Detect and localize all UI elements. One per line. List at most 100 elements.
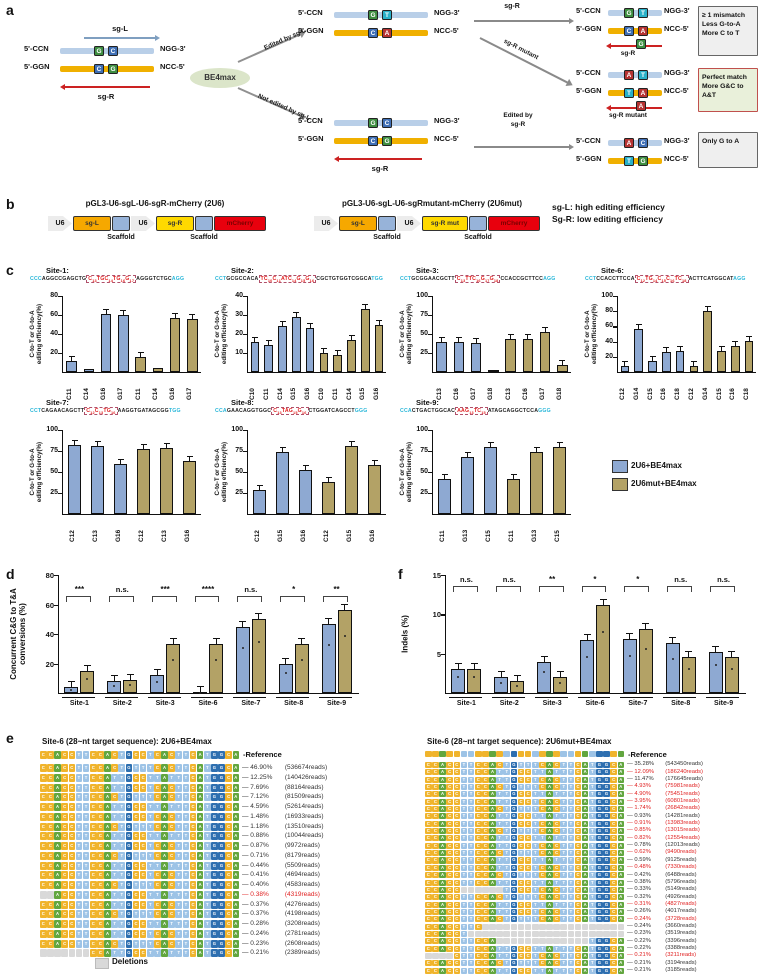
grid-cell: [588, 930, 596, 938]
grid-cell: T: [560, 960, 568, 967]
grid-cell: T: [560, 820, 568, 827]
grid-cell: C: [453, 901, 461, 908]
y-tick-label: 40: [235, 292, 243, 299]
grid-cell: T: [560, 769, 568, 776]
grid-cell: T: [503, 901, 511, 908]
grid-cell: A: [546, 857, 553, 864]
grid-cell: A: [104, 822, 111, 831]
grid-cell: A: [196, 929, 204, 938]
grid-cell: C: [482, 835, 489, 842]
grid-cell: T: [146, 751, 154, 759]
grid-cell: A: [489, 842, 496, 849]
grid-cell: T: [175, 900, 183, 909]
grid-cell: T: [460, 813, 468, 820]
grid-cell: A: [546, 761, 553, 768]
error-bar: [129, 673, 131, 680]
y-tick-mark: [613, 356, 617, 358]
y-tick-mark: [428, 296, 432, 298]
grid-cell: C: [425, 886, 432, 893]
grid-cell: T: [460, 783, 468, 791]
grid-cell: T: [203, 910, 211, 919]
x-category-line: [233, 697, 267, 698]
target-sequence: CCTCAGAACAGCTT C12C13TG16 AAGGTGATAGCGGTGG: [30, 407, 181, 415]
error-bar-cap: [362, 304, 369, 306]
grid-cell: C: [553, 806, 560, 813]
allele-row-stats: — 1.18% (13510reads): [242, 823, 324, 830]
grid-cell: G: [596, 872, 603, 879]
x-category-label: Site-6: [198, 700, 218, 707]
grid-cell: [496, 886, 503, 893]
grid-cell: C: [446, 813, 453, 820]
grid-cell: T: [467, 879, 475, 886]
grid-cell: C: [225, 861, 232, 870]
grid-cell: [75, 949, 83, 958]
grid-cell: A: [439, 813, 446, 820]
grid-cell: C: [432, 791, 439, 798]
grid-cell: C: [225, 764, 232, 773]
grid-cell: T: [539, 967, 546, 974]
grid-cell: A: [161, 822, 168, 831]
grid-cell: C: [524, 886, 532, 893]
grid-cell: G: [603, 945, 610, 952]
grid-cell: A: [196, 773, 204, 782]
grid-cell: C: [432, 864, 439, 871]
grid-cell: C: [132, 861, 140, 870]
grid-cell: G: [596, 945, 603, 952]
grid-cell: A: [161, 881, 168, 890]
error-bar: [254, 337, 256, 342]
grid-cell: [503, 938, 511, 945]
grid-cell: [546, 938, 553, 945]
grid-cell: [61, 949, 68, 958]
grid-cell: G: [218, 890, 225, 899]
grid-cell: C: [446, 783, 453, 791]
grid-cell: T: [503, 835, 511, 842]
grid-cell: T: [146, 871, 154, 880]
allele-percentage: — 35.28%: [627, 761, 655, 768]
grid-cell: [82, 949, 90, 958]
allele-percentage: — 0.59%: [627, 856, 651, 863]
bar: [292, 316, 301, 372]
error-bar: [629, 632, 631, 639]
grid-cell: T: [460, 960, 468, 967]
grid-cell: G: [211, 939, 218, 948]
sg-R-box: sg-R: [156, 216, 194, 231]
grid-cell: C: [154, 871, 161, 880]
grid-cell: C: [47, 861, 54, 870]
grid-cell: C: [425, 901, 432, 908]
grid-cell: C: [189, 871, 197, 880]
data-point-dot: [457, 676, 460, 679]
allele-percentage: — 0.71%: [242, 851, 269, 859]
allele-percentage: — 46.90%: [242, 764, 273, 772]
grid-cell: T: [503, 842, 511, 849]
grid-cell: G: [125, 803, 133, 812]
grid-cell: T: [175, 851, 183, 860]
error-bar-cap: [265, 340, 272, 342]
allele-row-stats: — 0.24% (3660reads): [627, 923, 697, 929]
error-bar-cap: [533, 446, 540, 448]
grid-cell: T: [182, 881, 190, 890]
grid-cell: C: [539, 828, 546, 835]
error-bar: [282, 322, 283, 327]
grid-cell: T: [567, 901, 575, 908]
base-C-box: C: [94, 64, 104, 74]
grid-cell: T: [182, 764, 190, 773]
grid-cell: A: [546, 916, 553, 923]
grid-cell: A: [617, 835, 625, 842]
grid-cell: T: [531, 806, 539, 813]
significance-label: ****: [201, 584, 215, 594]
error-bar-cap: [251, 336, 258, 338]
grid-cell: C: [432, 842, 439, 849]
y-tick-label: 60: [45, 600, 54, 610]
grid-cell: T: [524, 850, 532, 857]
grid-cell: T: [182, 842, 190, 851]
grid-cell: T: [524, 960, 532, 967]
error-bar-cap: [348, 334, 355, 336]
grid-cell: G: [510, 864, 518, 871]
grid-cell: C: [474, 908, 482, 915]
grid-cell: C: [610, 776, 617, 783]
grid-cell: G: [603, 864, 610, 871]
grid-cell: C: [574, 769, 582, 776]
grid-cell: T: [553, 857, 560, 864]
allele-read-count: (3194reads): [665, 959, 697, 966]
grid-cell: C: [432, 872, 439, 879]
